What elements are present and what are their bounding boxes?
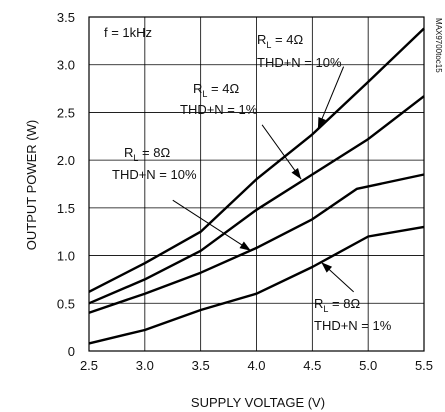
arrowhead-2 bbox=[239, 241, 251, 251]
series-thd-rl4-1: THD+N = 1% bbox=[180, 102, 258, 117]
series-label-rl8-10: RL = 8Ω bbox=[124, 145, 170, 163]
tick-labels: 2.5 3.0 3.5 4.0 4.5 5.0 5.5 0 0.5 1.0 1.5 2.0 2.5 3.0… bbox=[57, 10, 433, 373]
y-tick-label: 0.5 bbox=[57, 296, 75, 311]
x-axis-title: SUPPLY VOLTAGE (V) bbox=[191, 395, 325, 410]
grid bbox=[89, 17, 424, 351]
chart-id-label: MAX9700toc15 bbox=[434, 18, 443, 73]
series-line-0 bbox=[88, 27, 425, 293]
series-thd-rl8-10: THD+N = 10% bbox=[112, 167, 197, 182]
series-line-1 bbox=[88, 95, 425, 305]
y-tick-label: 1.5 bbox=[57, 201, 75, 216]
y-tick-label: 3.5 bbox=[57, 10, 75, 25]
y-tick-label: 2.5 bbox=[57, 105, 75, 120]
plot-frame bbox=[88, 16, 425, 352]
series-label-rl4-1: RL = 4Ω bbox=[193, 81, 239, 99]
series-thd-rl8-1: THD+N = 1% bbox=[314, 318, 392, 333]
series-label-rl8-1: RL = 8Ω bbox=[314, 296, 360, 314]
x-tick-label: 2.5 bbox=[80, 358, 98, 373]
arrow-line-1 bbox=[261, 124, 302, 180]
x-tick-label: 4.5 bbox=[303, 358, 321, 373]
series-line-3 bbox=[88, 225, 425, 345]
y-axis-title: OUTPUT POWER (W) bbox=[24, 120, 39, 250]
arrowhead-3 bbox=[321, 262, 333, 273]
x-tick-label: 4.0 bbox=[247, 358, 265, 373]
frequency-note: f = 1kHz bbox=[104, 25, 152, 40]
arrow-line-2 bbox=[172, 199, 252, 252]
x-tick-label: 5.0 bbox=[359, 358, 377, 373]
series-label-rl4-10: RL = 4Ω bbox=[257, 32, 303, 50]
annotation-arrows bbox=[172, 66, 354, 293]
y-tick-label: 2.0 bbox=[57, 153, 75, 168]
plot-border bbox=[88, 16, 425, 352]
series-line-2 bbox=[88, 173, 425, 314]
series-thd-rl4-10: THD+N = 10% bbox=[257, 55, 342, 70]
x-tick-label: 5.5 bbox=[415, 358, 433, 373]
y-tick-label: 1.0 bbox=[57, 249, 75, 264]
arrowhead-1 bbox=[291, 167, 302, 180]
curves bbox=[88, 27, 425, 345]
arrow-line-0 bbox=[317, 66, 345, 129]
arrowhead-0 bbox=[317, 116, 326, 129]
y-tick-label: 0 bbox=[68, 344, 75, 359]
x-tick-label: 3.5 bbox=[192, 358, 210, 373]
x-tick-label: 3.0 bbox=[136, 358, 154, 373]
y-tick-label: 3.0 bbox=[57, 58, 75, 73]
